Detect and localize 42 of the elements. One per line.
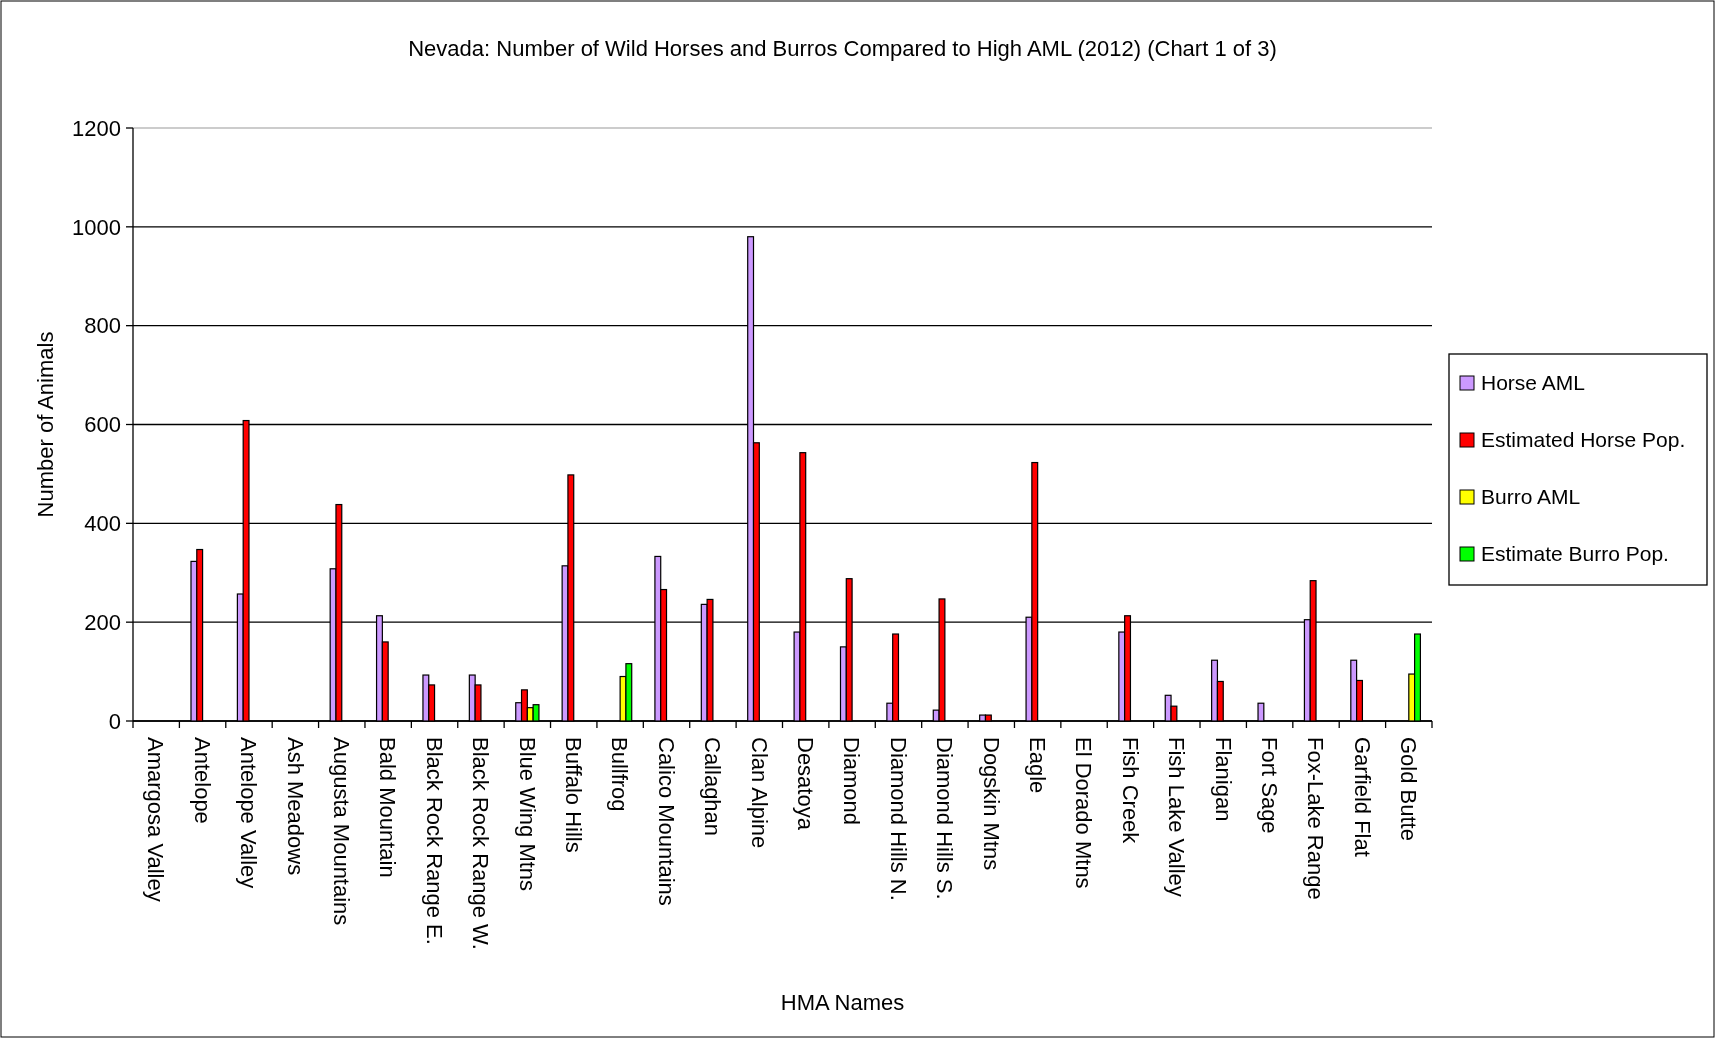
legend-label: Estimated Horse Pop.	[1481, 428, 1686, 452]
x-tick-label: Buffalo Hills	[561, 737, 587, 853]
x-tick-label: Black Rock Range E.	[421, 737, 447, 945]
x-tick-label: Bald Mountain	[375, 737, 401, 878]
x-tick-label: Diamond Hills S.	[932, 737, 958, 900]
y-tick-label: 800	[84, 313, 121, 339]
x-tick-label: El Dorado Mtns	[1071, 737, 1097, 889]
y-tick-label: 0	[108, 708, 121, 734]
x-tick-label: Flanigan	[1210, 737, 1236, 822]
x-tick-label: Antelope	[189, 737, 215, 824]
x-axis-title: HMA Names	[780, 990, 905, 1015]
x-tick-label: Calico Mountains	[653, 737, 679, 906]
y-tick-label: 600	[84, 412, 121, 438]
x-tick-label: Gold Butte	[1396, 737, 1422, 841]
x-tick-label: Dogskin Mtns	[978, 737, 1004, 871]
x-tick-label: Black Rock Range W.	[468, 737, 494, 950]
x-tick-label: Diamond	[839, 737, 865, 826]
x-tick-label: Fish Lake Valley	[1164, 737, 1190, 897]
x-tick-label: Fort Sage	[1256, 737, 1282, 834]
x-tick-label: Callaghan	[700, 737, 726, 837]
legend-label: Horse AML	[1481, 371, 1585, 395]
x-tick-label: Fish Creek	[1117, 737, 1143, 845]
y-tick-label: 1200	[72, 115, 121, 141]
x-tick-label: Diamond Hills N.	[885, 737, 911, 901]
x-tick-label: Amargosa Valley	[143, 737, 169, 902]
legend-label: Burro AML	[1481, 485, 1581, 509]
x-tick-label: Clan Alpine	[746, 737, 772, 849]
y-tick-label: 400	[84, 511, 121, 537]
x-tick-label: Ash Meadows	[282, 737, 308, 876]
chart-title: Nevada: Number of Wild Horses and Burros Compared to High AML (2012) (Chart 1 of 3)	[408, 36, 1277, 61]
x-tick-label: Desatoya	[793, 737, 818, 831]
y-axis-title: Number of Animals	[33, 331, 58, 518]
x-tick-label: Eagle	[1024, 737, 1050, 794]
x-tick-label: Bullfrog	[607, 737, 633, 812]
legend-label: Estimate Burro Pop.	[1481, 542, 1669, 566]
x-tick-label: Augusta Mountains	[329, 737, 355, 926]
y-tick-label: 1000	[72, 214, 121, 240]
x-tick-label: Antelope Valley	[236, 737, 262, 889]
x-tick-label: Fox-Lake Range	[1303, 737, 1329, 900]
x-tick-label: Garfield Flat	[1349, 737, 1375, 857]
x-tick-label: Blue Wing Mtns	[514, 737, 540, 892]
y-tick-label: 200	[84, 609, 121, 635]
